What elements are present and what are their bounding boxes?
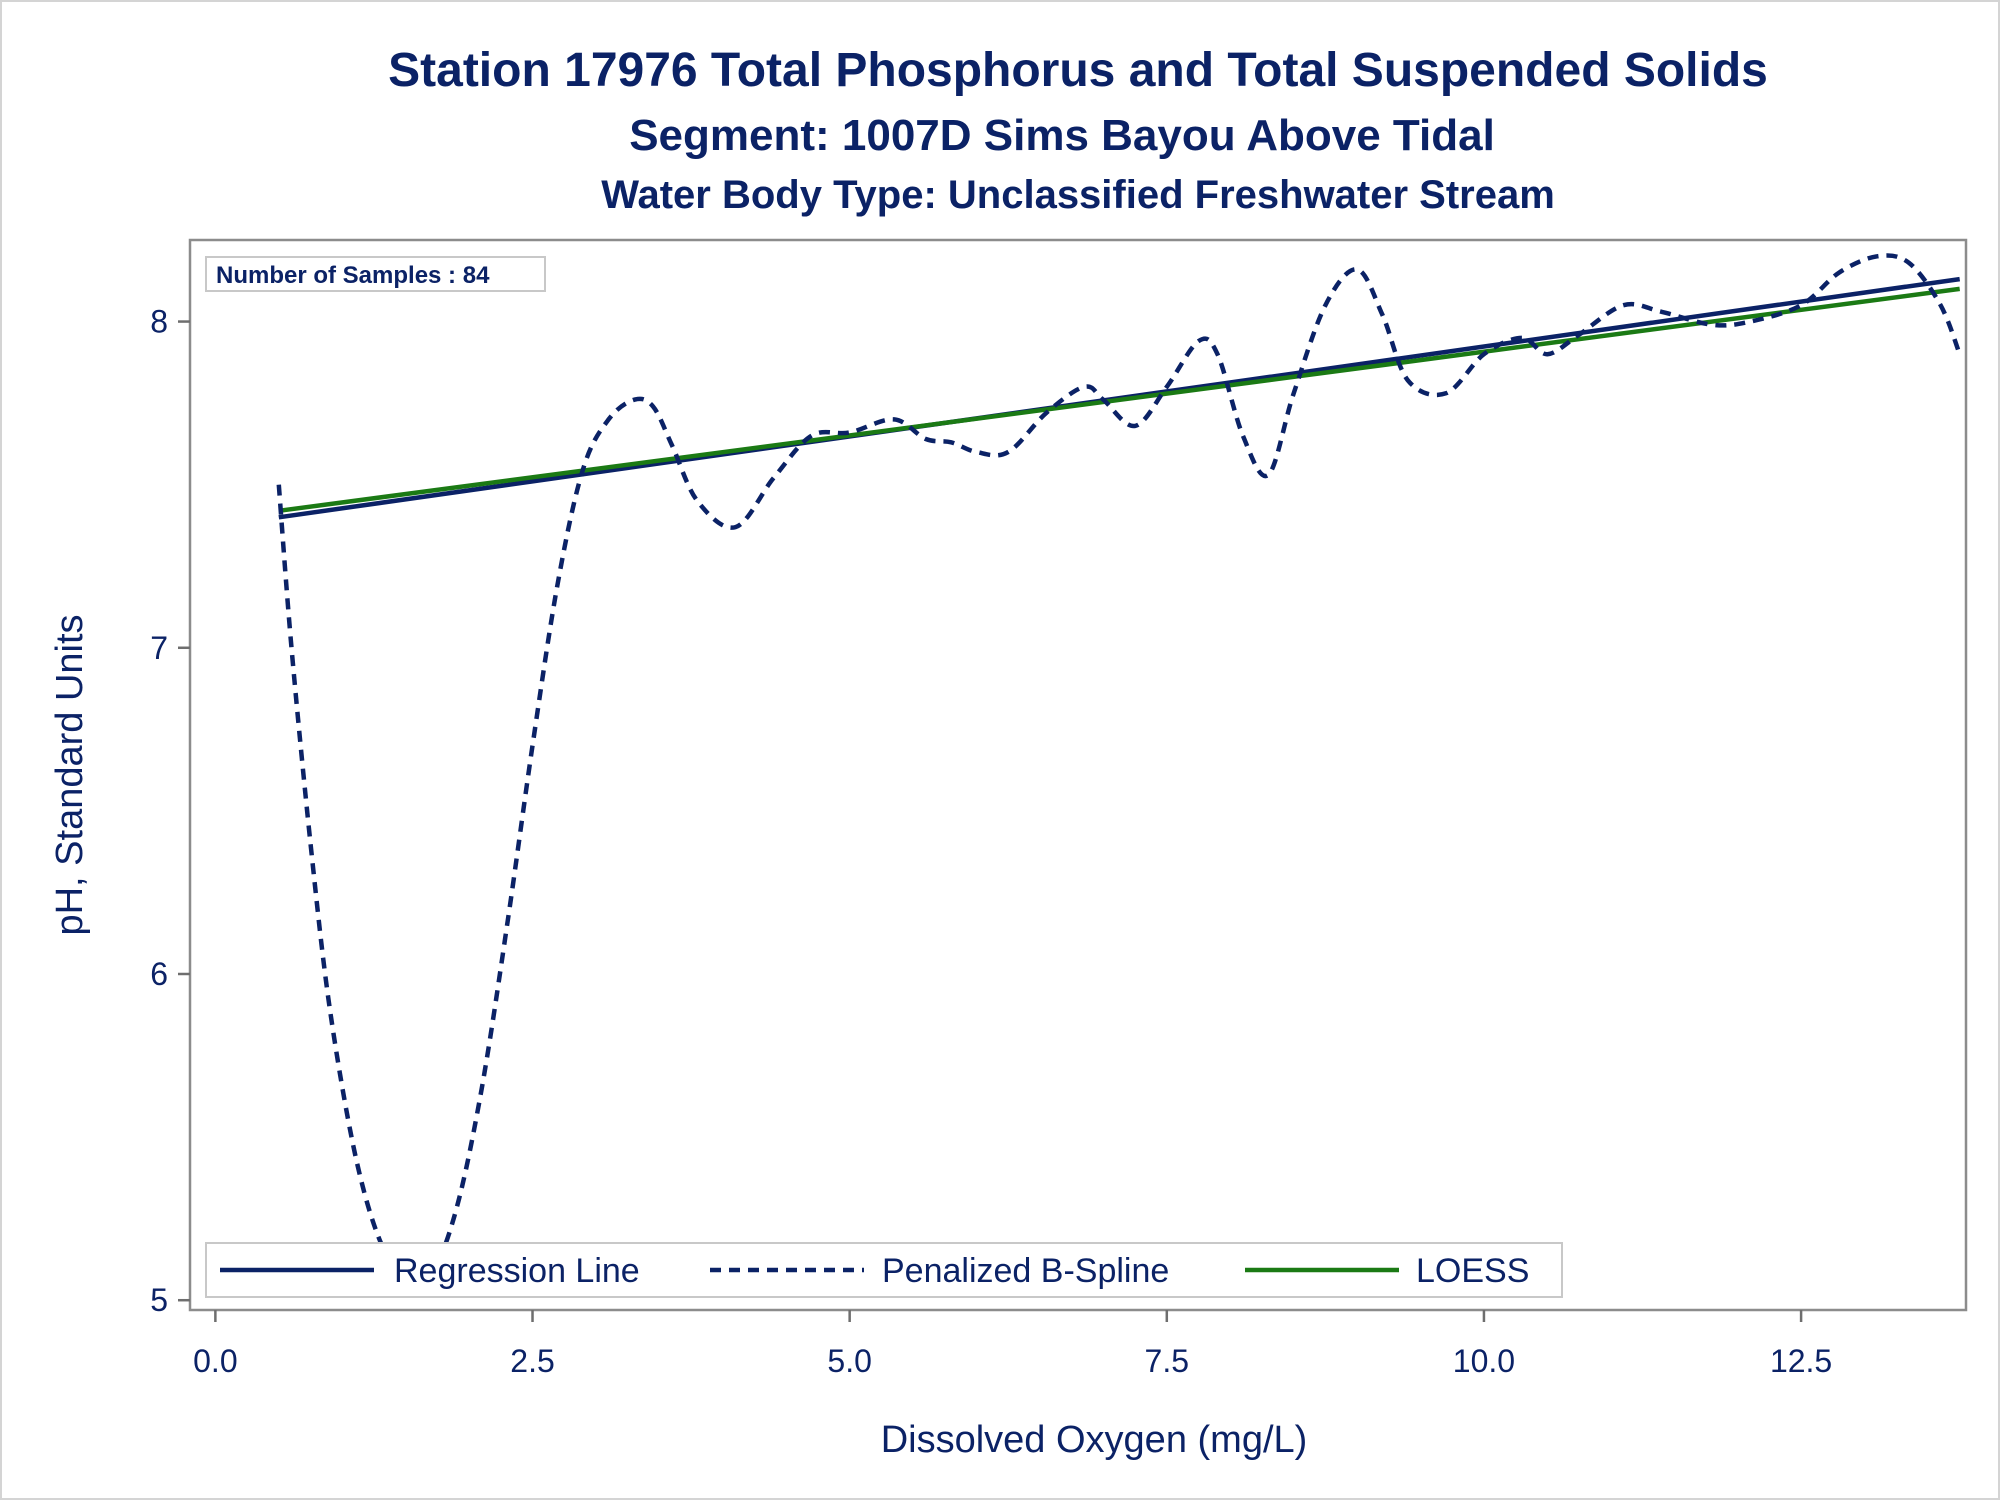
x-axis-label: Dissolved Oxygen (mg/L) <box>881 1419 1308 1461</box>
x-tick-label: 10.0 <box>1453 1343 1515 1379</box>
legend-label-loess: LOESS <box>1416 1252 1529 1290</box>
y-tick-label: 6 <box>150 956 168 992</box>
chart-subtitle: Segment: 1007D Sims Bayou Above Tidal <box>629 111 1495 160</box>
series-line-penalized-b-spline <box>276 253 1962 1285</box>
x-tick-label: 7.5 <box>1145 1343 1189 1379</box>
y-axis-label: pH, Standard Units <box>49 614 91 935</box>
x-axis: 0.0 2.5 5.0 7.5 10.0 12.5 <box>193 1310 1832 1379</box>
series-line-loess <box>278 286 1960 514</box>
x-tick-label: 5.0 <box>827 1343 871 1379</box>
chart-subtitle-2: Water Body Type: Unclassified Freshwater… <box>601 173 1555 217</box>
sample-count-box <box>205 256 546 292</box>
legend-label-regression-line: Regression Line <box>394 1252 640 1290</box>
sample-count-label: Number of Samples : 84 <box>216 262 490 289</box>
chart-title: Station 17976 Total Phosphorus and Total… <box>388 44 1768 97</box>
plot-lines <box>276 253 1962 1285</box>
y-tick-label: 8 <box>150 304 168 340</box>
plot-area <box>188 238 1968 1312</box>
x-tick-label: 12.5 <box>1770 1343 1832 1379</box>
legend: Regression Line Penalized B-Spline LOESS <box>220 1252 1529 1290</box>
y-tick-label: 5 <box>150 1282 168 1318</box>
y-axis: 5 6 7 8 <box>150 304 190 1318</box>
legend-label-penalized-b-spline: Penalized B-Spline <box>882 1252 1169 1290</box>
x-tick-label: 2.5 <box>510 1343 554 1379</box>
y-tick-label: 7 <box>150 630 168 666</box>
x-tick-label: 0.0 <box>193 1343 237 1379</box>
